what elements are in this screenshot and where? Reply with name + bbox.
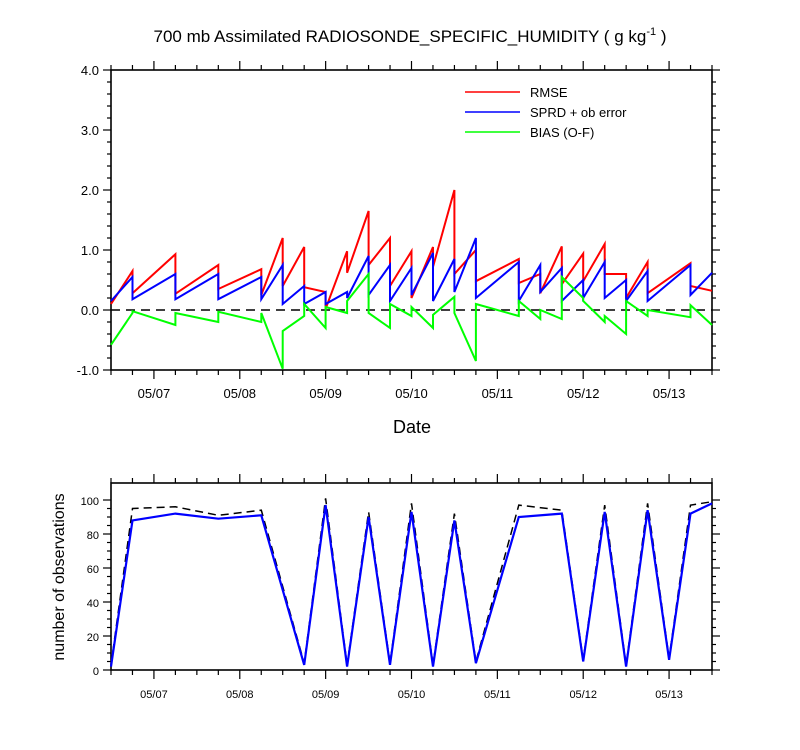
x-tick-label-05-12: 05/12 (569, 689, 597, 701)
y-tick-label: 0 (93, 666, 99, 678)
legend-rmse-label: RMSE (530, 85, 568, 100)
series-observations-used-line (109, 502, 713, 667)
y-tick-label: 4.0 (81, 63, 99, 78)
y-tick-label: 0.0 (81, 303, 99, 318)
x-tick-label-05-11: 05/11 (482, 386, 514, 401)
top-y-axis: -1.0 0.0 1.0 2.0 3.0 4.0 (77, 63, 720, 378)
series-bias-o-f-line (110, 271, 713, 370)
bottom-y-axis: 0 20 40 60 80 100 (81, 496, 720, 678)
x-tick-label-05-09: 05/09 (312, 689, 340, 701)
x-tick-label-05-11: 05/11 (484, 689, 511, 701)
y-tick-label: -1.0 (77, 363, 99, 378)
y-tick-label: 100 (81, 496, 99, 508)
legend-bias-label: BIAS (O-F) (530, 125, 594, 140)
x-tick-label-05-10: 05/10 (395, 386, 428, 401)
series-observations-possible-line (110, 498, 713, 666)
y-tick-label: 1.0 (81, 243, 99, 258)
y-tick-label: 3.0 (81, 123, 99, 138)
top-series-group (110, 189, 713, 370)
x-tick-label-05-08: 05/08 (224, 386, 257, 401)
x-tick-label-05-07: 05/07 (140, 689, 168, 701)
y-tick-label: 20 (87, 632, 99, 644)
y-tick-label: 60 (87, 564, 99, 576)
x-tick-label-05-07: 05/07 (138, 386, 171, 401)
chart-title: 700 mb Assimilated RADIOSONDE_SPECIFIC_H… (154, 26, 667, 46)
legend: RMSE SPRD + ob error BIAS (O-F) (465, 85, 627, 140)
x-tick-label-05-08: 05/08 (226, 689, 254, 701)
x-tick-label-05-09: 05/09 (309, 386, 342, 401)
top-x-axis: 05/07 05/08 05/09 05/10 05/11 05/12 05/13 (110, 61, 713, 401)
x-tick-label-05-13: 05/13 (655, 689, 683, 701)
y-tick-label: 40 (87, 598, 99, 610)
x-tick-label-05-13: 05/13 (653, 386, 686, 401)
series-sprd-ob-error-line (110, 237, 713, 307)
x-axis-label: Date (393, 417, 431, 437)
rmse-bias-chart: 700 mb Assimilated RADIOSONDE_SPECIFIC_H… (77, 26, 720, 437)
y-tick-label: 2.0 (81, 183, 99, 198)
x-tick-label-05-10: 05/10 (398, 689, 426, 701)
bottom-x-axis: 05/07 05/08 05/09 05/10 05/11 05/12 05/13 (110, 474, 713, 701)
legend-sprd-label: SPRD + ob error (530, 105, 627, 120)
y-axis-label-observations: number of observations (51, 493, 68, 660)
x-tick-label-05-12: 05/12 (567, 386, 600, 401)
y-tick-label: 80 (87, 530, 99, 542)
bottom-series-group (109, 498, 713, 667)
